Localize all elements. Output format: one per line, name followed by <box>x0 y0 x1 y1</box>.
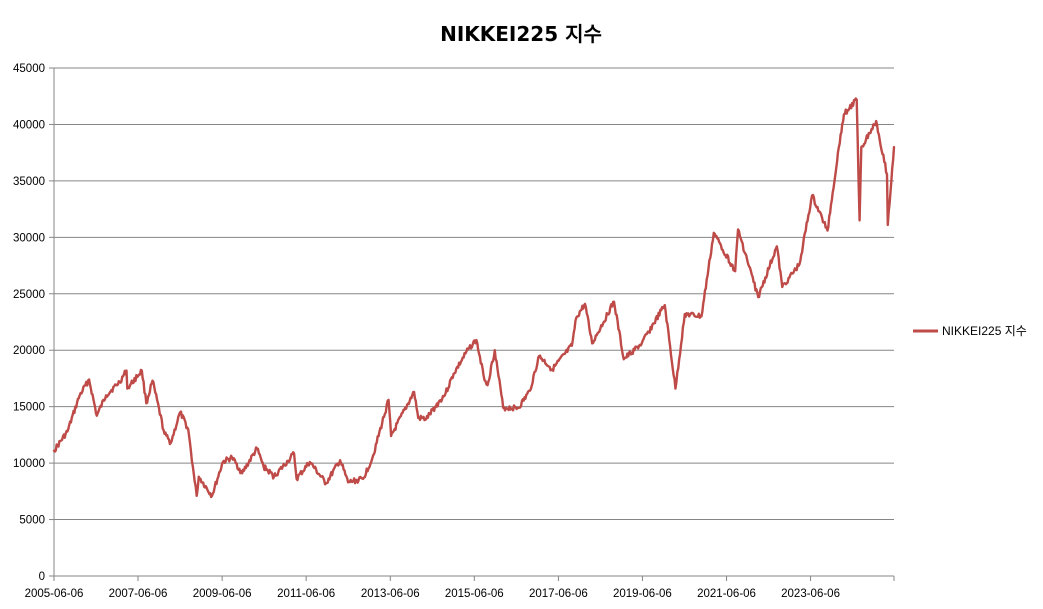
y-tick-label: 10000 <box>13 458 45 470</box>
x-tick-label: 2011-06-06 <box>277 588 335 600</box>
series-layer <box>52 97 896 499</box>
x-tick-label: 2009-06-06 <box>193 588 252 600</box>
x-axis: 2005-06-06 2007-06-06 2009-06-06 2011-06-06… <box>25 575 895 600</box>
x-tick-label: 2023-06-06 <box>781 588 840 600</box>
y-tick-label: 40000 <box>13 119 45 131</box>
x-tick-label: 2019-06-06 <box>613 588 672 600</box>
x-tick-label: 2005-06-06 <box>25 588 84 600</box>
gridlines <box>54 67 894 521</box>
y-tick-label: 5000 <box>19 515 45 527</box>
y-tick-label: 0 <box>39 571 45 583</box>
y-axis: 0 5000 10000 15000 20000 25000 30000 35000 40000… <box>13 63 55 583</box>
y-tick-label: 35000 <box>13 176 45 188</box>
chart-title: NIKKEI225 지수 <box>440 22 602 46</box>
x-tick-label: 2007-06-06 <box>109 588 168 600</box>
legend-label: NIKKEI225 지수 <box>942 324 1027 338</box>
series-line <box>52 97 896 499</box>
y-tick-label: 30000 <box>13 232 45 244</box>
x-tick-label: 2015-06-06 <box>445 588 504 600</box>
y-tick-label: 15000 <box>13 402 45 414</box>
x-tick-label: 2013-06-06 <box>361 588 420 600</box>
y-tick-label: 20000 <box>13 345 45 357</box>
legend: NIKKEI225 지수 <box>913 324 1027 338</box>
x-tick-label: 2021-06-06 <box>697 588 756 600</box>
y-tick-label: 25000 <box>13 289 45 301</box>
y-tick-label: 45000 <box>13 63 45 75</box>
x-tick-label: 2017-06-06 <box>529 588 588 600</box>
